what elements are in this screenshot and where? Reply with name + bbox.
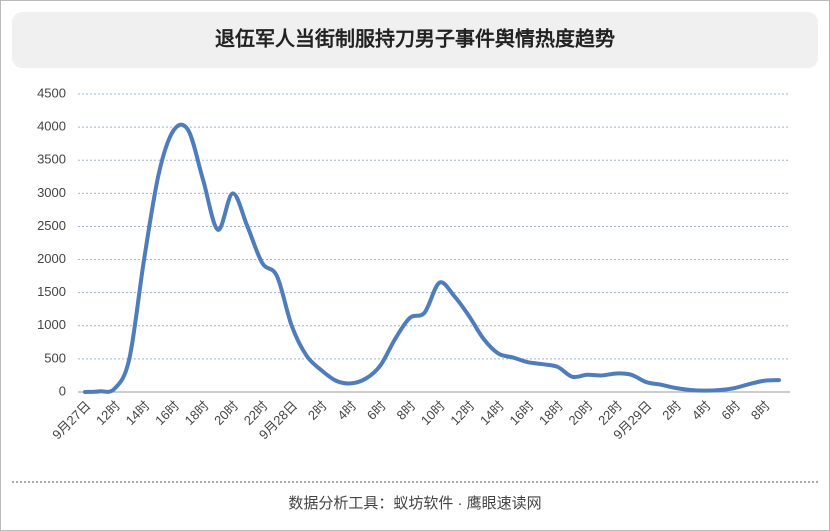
line [83, 122, 781, 394]
y-tick-label: 1500 [37, 284, 66, 299]
y-tick-label: 4000 [37, 119, 66, 134]
y-tick-label: 4500 [37, 85, 66, 100]
y-tick-label: 2000 [37, 251, 66, 266]
y-tick-label: 1000 [37, 317, 66, 332]
y-tick-label: 500 [44, 350, 66, 365]
y-tick-label: 3000 [37, 185, 66, 200]
title-band [12, 12, 818, 68]
footer: 数据分析工具：蚁坊软件 · 鹰眼速读网 [288, 495, 541, 512]
y-tick-label: 2500 [37, 218, 66, 233]
chart-title: 退伍军人当街制服持刀男子事件舆情热度趋势 [215, 26, 615, 50]
y-tick-label: 0 [59, 383, 66, 398]
y-tick-label: 3500 [37, 152, 66, 167]
